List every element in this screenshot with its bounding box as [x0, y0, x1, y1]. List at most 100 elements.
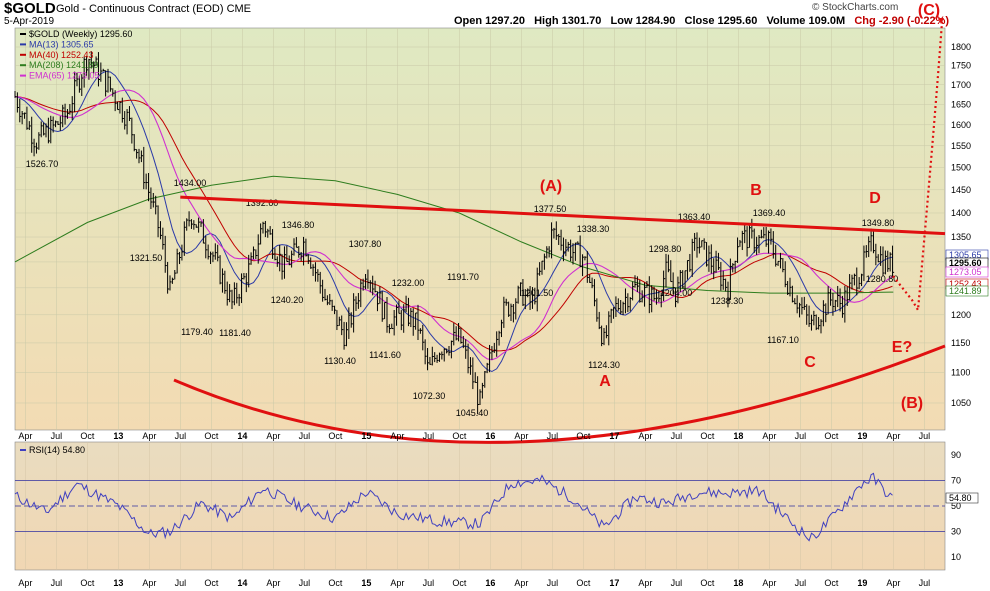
x-tick-label: Apr	[638, 578, 652, 588]
wave-label: A	[599, 373, 611, 390]
rsi-title: RSI(14) 54.80	[29, 445, 85, 455]
y-tick-label: 1450	[951, 185, 971, 195]
y-tick-label: 1350	[951, 232, 971, 242]
value-tag	[945, 285, 989, 297]
price-label: 1240.20	[271, 295, 304, 305]
value-tag	[945, 266, 989, 278]
x-tick-label: 17	[609, 578, 619, 588]
x-tick-label: Oct	[452, 578, 467, 588]
y-tick-label: 1050	[951, 398, 971, 408]
price-label: 1045.40	[456, 408, 489, 418]
price-label: 1167.10	[767, 335, 799, 345]
x-tick-label: Jul	[175, 431, 187, 441]
x-tick-label: Oct	[452, 431, 467, 441]
rsi-value-text: 54.80	[949, 493, 972, 503]
x-tick-label: Apr	[266, 431, 280, 441]
x-tick-label: Jul	[671, 578, 683, 588]
ma40-line	[14, 96, 893, 352]
x-tick-label: 19	[857, 431, 867, 441]
projection-path	[892, 21, 944, 314]
close-value: Close 1295.60	[684, 15, 758, 27]
wave-label: (B)	[901, 395, 923, 412]
x-tick-label: Jul	[919, 578, 931, 588]
x-tick-label: 15	[361, 578, 371, 588]
chart-ticker: $GOLD	[4, 0, 56, 17]
price-panel-bg	[14, 27, 946, 431]
y-tick-label: 1600	[951, 120, 971, 130]
rsi-y-tick: 90	[951, 450, 961, 460]
price-label: 1238.30	[711, 296, 744, 306]
y-tick-label: 1150	[951, 338, 970, 348]
x-tick-label: Jul	[299, 431, 311, 441]
y-tick-label: 1750	[951, 61, 971, 71]
x-tick-label: Oct	[80, 578, 95, 588]
price-label: 1346.80	[282, 220, 315, 230]
y-tick-label: 1700	[951, 80, 971, 90]
price-label: 1130.40	[324, 356, 356, 366]
value-tag-text: 1305.65	[949, 250, 982, 260]
rsi-line	[14, 472, 893, 542]
x-tick-label: Apr	[390, 578, 404, 588]
x-tick-label: Apr	[390, 431, 404, 441]
price-label: 1392.60	[246, 198, 279, 208]
rsi-value-tag	[945, 492, 979, 504]
x-tick-label: Apr	[266, 578, 280, 588]
y-tick-label: 1800	[951, 42, 971, 52]
price-label: 1280.80	[866, 274, 899, 284]
x-tick-label: Apr	[762, 578, 776, 588]
x-tick-label: 14	[237, 431, 247, 441]
x-tick-label: Jul	[51, 431, 63, 441]
value-tag-text: 1252.43	[949, 279, 982, 289]
x-tick-label: Oct	[700, 578, 715, 588]
x-tick-label: Apr	[514, 431, 528, 441]
x-tick-label: 13	[113, 578, 123, 588]
x-tick-label: Jul	[795, 578, 807, 588]
high-value: High 1301.70	[534, 15, 602, 27]
x-tick-label: 16	[485, 431, 495, 441]
y-tick-label: 1200	[951, 310, 971, 320]
legend-entry: EMA(65) 1273.05	[29, 71, 100, 81]
x-tick-label: Apr	[142, 431, 156, 441]
open-value: Open 1297.20	[454, 15, 525, 27]
x-tick-label: Apr	[514, 578, 528, 588]
wave-label: B	[750, 182, 762, 199]
x-tick-label: 15	[361, 431, 371, 441]
change-value: Chg -2.90 (-0.22%)	[854, 15, 950, 27]
rsi-y-tick: 30	[951, 527, 961, 537]
price-label: 1369.40	[753, 208, 786, 218]
rsi-y-tick: 50	[951, 501, 961, 511]
x-tick-label: Oct	[328, 578, 343, 588]
wave-label: E?	[892, 339, 912, 356]
x-tick-label: Apr	[886, 431, 900, 441]
x-tick-label: Apr	[886, 578, 900, 588]
wave-label: C	[804, 354, 816, 371]
x-tick-label: Apr	[18, 431, 32, 441]
x-tick-label: Apr	[638, 431, 652, 441]
support-arc	[173, 344, 946, 444]
wave-overlay: (A) A B C D E? (B) (C)	[173, 2, 946, 444]
y-tick-label: 1100	[951, 367, 970, 377]
price-label: 1204.00	[660, 288, 693, 298]
price-label: 1377.50	[534, 204, 567, 214]
price-annotations: 1526.70 1434.00 1392.60 1346.80 1321.50 1179.…	[26, 159, 899, 418]
x-tick-label: 18	[733, 578, 743, 588]
price-label: 1124.30	[588, 360, 620, 370]
x-tick-label: Jul	[423, 578, 435, 588]
x-tick-label: Jul	[51, 578, 63, 588]
brand-watermark: © StockCharts.com	[812, 2, 899, 13]
x-tick-label: Oct	[576, 578, 591, 588]
value-tag-text: 1295.60	[949, 258, 982, 268]
wave-label: (A)	[540, 178, 562, 195]
rsi-panel: RSI(14) 54.80 54.80	[14, 445, 979, 542]
resistance-line	[180, 195, 946, 236]
legend-entry: MA(208) 1241.89	[29, 60, 99, 70]
price-label: 1191.70	[447, 272, 479, 282]
y-tick-label: 1400	[951, 208, 971, 218]
x-tick-label: 19	[857, 578, 867, 588]
ma208-line	[14, 175, 894, 294]
price-label: 1321.50	[130, 253, 163, 263]
price-label: 1232.00	[392, 278, 425, 288]
wave-label: D	[869, 190, 881, 207]
